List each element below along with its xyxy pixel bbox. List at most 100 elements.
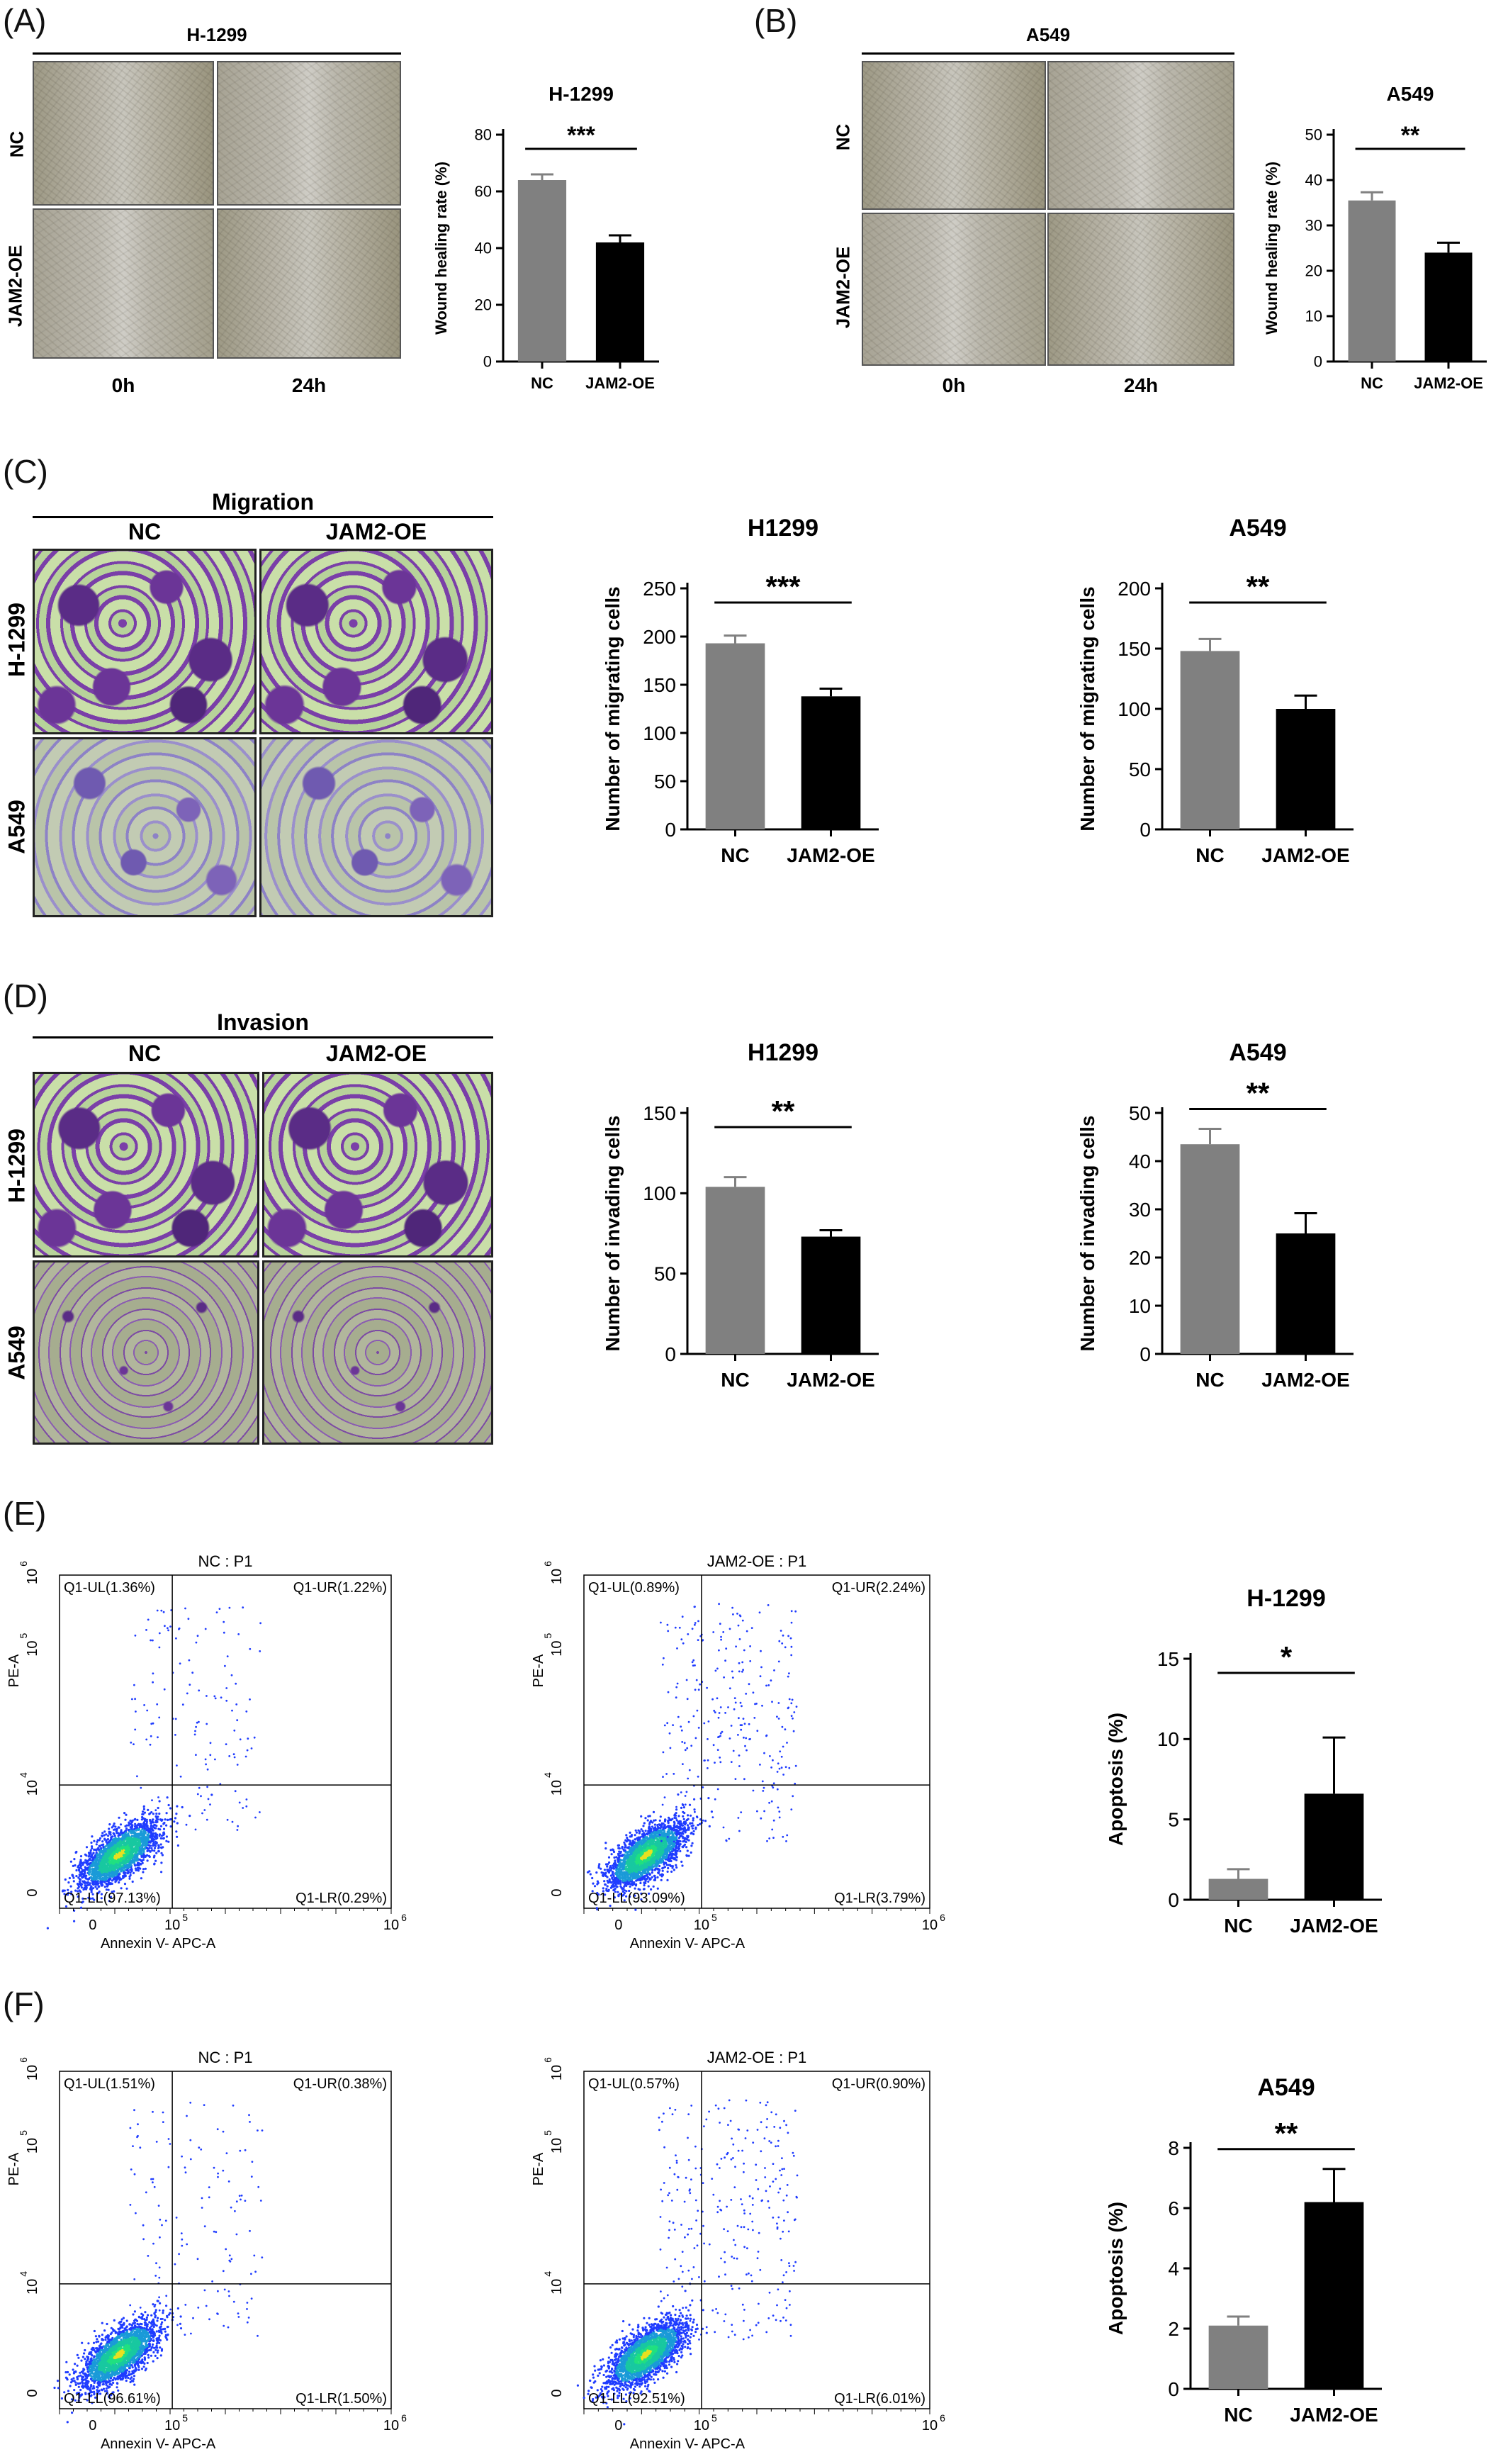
y-tick-label: 10 <box>25 2065 40 2081</box>
x-tick-label: JAM2-OE <box>585 374 655 392</box>
x-tick-label: JAM2-OE <box>787 844 874 866</box>
bar-nc <box>1348 200 1396 362</box>
y-axis-label: Number of migrating cells <box>1076 586 1098 831</box>
y-tick-label: 0 <box>483 353 492 371</box>
panel-label-c: (C) <box>3 453 48 490</box>
bar-nc <box>517 180 567 362</box>
x-tick-label: NC <box>531 374 553 392</box>
x-tick-label: NC <box>1224 1915 1252 1937</box>
y-tick-label: 200 <box>643 626 676 648</box>
y-tick-exponent: 5 <box>542 2130 553 2136</box>
y-tick-label: 0 <box>665 1343 676 1365</box>
bar-jam2-oe <box>1424 252 1473 362</box>
panel-label-f: (F) <box>3 1986 45 2022</box>
bar-nc <box>705 1187 765 1354</box>
wound-image-a549-nc-24h <box>1047 61 1234 210</box>
x-tick-label: 10 <box>922 1917 938 1933</box>
panel-label-b: (B) <box>754 2 798 39</box>
quadrant-ll-label: Q1-LL(97.13%) <box>64 1891 161 1906</box>
quadrant-ul-label: Q1-UL(0.89%) <box>588 1580 680 1596</box>
y-tick-label: 150 <box>643 1102 676 1124</box>
y-tick-label: 15 <box>1157 1648 1179 1670</box>
bar-chart-d2: A549 0 10 20 30 40 50 Number of invading cells N… <box>1076 1039 1354 1391</box>
y-tick-exponent: 5 <box>18 2130 29 2136</box>
x-tick-label: NC <box>1195 844 1224 866</box>
y-tick-label: 100 <box>643 1182 676 1204</box>
quadrant-lr-label: Q1-LR(0.29%) <box>296 1891 387 1906</box>
y-tick-label: 30 <box>1305 217 1322 235</box>
y-tick-label: 40 <box>1129 1150 1151 1172</box>
y-tick-label: 0 <box>549 2389 565 2397</box>
x-tick-label: NC <box>1224 2404 1252 2426</box>
x-tick-label: NC <box>721 1369 749 1391</box>
panel-label-e: (E) <box>3 1495 47 1532</box>
y-tick-label: 10 <box>1305 308 1322 325</box>
y-tick-label: 250 <box>643 578 676 600</box>
y-tick-label: 10 <box>549 2138 565 2154</box>
bar-jam2-oe <box>1276 709 1336 829</box>
panel-label-d: (D) <box>3 978 48 1014</box>
panel-d-header-line <box>33 1036 493 1038</box>
quadrant-ur-label: Q1-UR(2.24%) <box>832 1580 925 1596</box>
chart-title: A549 <box>1387 83 1434 105</box>
panel-label-a: (A) <box>3 2 47 39</box>
panel-d-col-label-nc: NC <box>128 1041 162 1066</box>
y-tick-label: 10 <box>25 1780 40 1796</box>
y-tick-exponent: 6 <box>542 1561 553 1567</box>
y-tick-label: 50 <box>1305 126 1322 144</box>
panel-b-row-label-oe: JAM2-OE <box>832 246 854 329</box>
x-tick-exponent: 6 <box>401 2412 407 2424</box>
quadrant-ur-label: Q1-UR(1.22%) <box>293 1580 387 1596</box>
y-tick-label: 0 <box>1140 1343 1151 1365</box>
panel-d-title: Invasion <box>217 1009 309 1035</box>
y-tick-exponent: 6 <box>18 1561 29 1567</box>
x-tick-label: NC <box>721 844 749 866</box>
x-tick-label: JAM2-OE <box>1414 374 1483 392</box>
y-tick-label: 150 <box>1118 638 1151 660</box>
y-tick-label: 10 <box>549 1569 565 1584</box>
x-tick-exponent: 5 <box>182 1912 188 1923</box>
chart-title: H-1299 <box>1247 1585 1326 1612</box>
y-tick-label: 150 <box>643 674 676 696</box>
panel-b-col-label-24h: 24h <box>1123 374 1159 396</box>
migration-image-a549-nc <box>33 737 257 917</box>
wound-image-a549-nc-0h <box>862 61 1046 210</box>
y-tick-label: 0 <box>25 1888 40 1896</box>
quadrant-ul-label: Q1-UL(0.57%) <box>588 2076 680 2092</box>
flow-plot-e-nc: NC : P1 Q1-UL(1.36%) Q1-UR(1.22%) Q1-LL(97.… <box>6 1552 407 1951</box>
flow-plot-f-oe: JAM2-OE : P1 Q1-UL(0.57%) Q1-UR(0.90%) Q1-L… <box>531 2049 945 2452</box>
migration-image-a549-oe <box>259 737 493 917</box>
x-tick-label: 0 <box>89 1917 96 1933</box>
bar-chart-b: A549 0 10 20 30 40 50 Wound healing rate (%) NC J… <box>1263 83 1487 392</box>
panel-c-row-label-h1299: H-1299 <box>4 603 30 677</box>
bar-jam2-oe <box>801 1236 861 1354</box>
y-tick-exponent: 6 <box>542 2057 553 2063</box>
panel-b-header-line <box>862 52 1234 55</box>
quadrant-ul-label: Q1-UL(1.51%) <box>64 2076 155 2092</box>
wound-image-h1299-oe-24h <box>217 208 401 359</box>
significance-stars: *** <box>567 122 595 149</box>
y-tick-label: 4 <box>1168 2258 1179 2280</box>
invasion-image-a549-oe <box>262 1260 493 1445</box>
y-tick-label: 0 <box>549 1888 565 1896</box>
y-tick-label: 20 <box>1305 262 1322 280</box>
chart-title: A549 <box>1257 2074 1315 2101</box>
y-axis-label: Number of migrating cells <box>602 586 624 831</box>
wound-image-h1299-nc-24h <box>217 61 401 206</box>
y-tick-label: 8 <box>1168 2137 1179 2159</box>
x-tick-label: 0 <box>614 2418 622 2434</box>
x-tick-label: JAM2-OE <box>1261 844 1349 866</box>
y-tick-label: 10 <box>25 1641 40 1657</box>
panel-c-header-line <box>33 516 493 518</box>
x-tick-label: 10 <box>383 1917 399 1933</box>
quadrant-ur-label: Q1-UR(0.90%) <box>832 2076 925 2092</box>
y-tick-exponent: 4 <box>18 2271 29 2277</box>
bar-jam2-oe <box>1304 2202 1364 2389</box>
chart-title: H1299 <box>748 1039 818 1066</box>
wound-image-a549-oe-24h <box>1047 213 1234 366</box>
x-tick-label: JAM2-OE <box>1290 2404 1378 2426</box>
y-tick-label: 10 <box>549 2279 565 2295</box>
x-tick-label: JAM2-OE <box>787 1369 874 1391</box>
x-tick-label: JAM2-OE <box>1290 1915 1378 1937</box>
y-tick-label: 50 <box>654 1262 676 1284</box>
